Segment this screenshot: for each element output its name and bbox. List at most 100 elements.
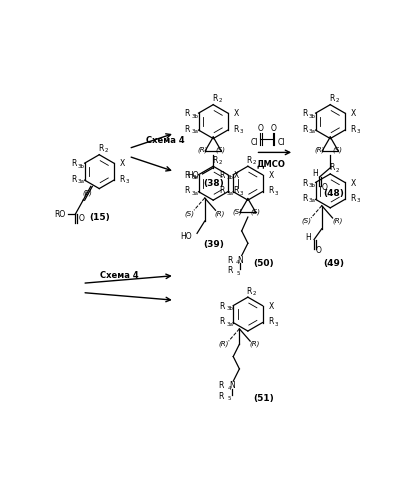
Text: (49): (49): [324, 259, 345, 268]
Text: 3b: 3b: [78, 164, 85, 169]
Text: R: R: [268, 186, 274, 196]
Text: (E): (E): [82, 190, 92, 196]
Text: 3a: 3a: [192, 190, 199, 196]
Text: RO: RO: [55, 210, 65, 218]
Text: 3a: 3a: [227, 322, 234, 326]
Text: 2: 2: [219, 160, 222, 165]
Text: (S): (S): [216, 147, 226, 154]
Text: 3a: 3a: [309, 129, 316, 134]
Text: O: O: [316, 246, 322, 255]
Text: Cl: Cl: [250, 138, 258, 147]
Text: 3: 3: [240, 190, 244, 196]
Text: 3: 3: [126, 179, 130, 184]
Text: R: R: [351, 125, 356, 134]
Text: 2: 2: [253, 291, 257, 296]
Text: Cl: Cl: [278, 138, 286, 147]
Text: 5: 5: [227, 396, 231, 402]
Text: R: R: [247, 156, 252, 164]
Text: (S): (S): [184, 210, 194, 216]
Text: R: R: [120, 175, 125, 184]
Text: R: R: [351, 194, 356, 203]
Text: 2: 2: [219, 98, 222, 103]
Text: 2: 2: [104, 148, 108, 154]
Text: R: R: [227, 266, 232, 276]
Text: (R): (R): [219, 341, 229, 347]
Text: X: X: [120, 160, 125, 168]
Text: H: H: [305, 234, 311, 242]
Text: R: R: [302, 194, 307, 203]
Text: (15): (15): [89, 214, 109, 222]
Text: R: R: [185, 186, 190, 196]
Text: 3b: 3b: [309, 114, 316, 118]
Text: (51): (51): [253, 394, 274, 404]
Text: R: R: [185, 110, 190, 118]
Text: 3b: 3b: [192, 176, 199, 180]
Text: 3a: 3a: [192, 129, 199, 134]
Text: 3: 3: [275, 190, 278, 196]
Text: R: R: [219, 186, 225, 196]
Text: O: O: [257, 124, 263, 133]
Text: 3b: 3b: [227, 306, 234, 311]
Text: (50): (50): [253, 259, 274, 268]
Text: O: O: [271, 124, 277, 133]
Text: ДМСО: ДМСО: [257, 160, 285, 168]
Text: R: R: [219, 382, 224, 390]
Text: R: R: [219, 302, 225, 311]
Text: 3b: 3b: [227, 176, 234, 180]
Text: 3a: 3a: [227, 190, 234, 196]
Text: R: R: [212, 94, 217, 103]
Text: 3: 3: [357, 129, 360, 134]
Text: R: R: [185, 125, 190, 134]
Text: R: R: [302, 178, 307, 188]
Text: (R): (R): [215, 210, 225, 216]
Text: R: R: [185, 171, 190, 180]
Text: R: R: [219, 318, 225, 326]
Text: H: H: [312, 170, 318, 178]
Text: R: R: [71, 160, 76, 168]
Text: 5: 5: [236, 271, 240, 276]
Text: R: R: [227, 256, 232, 264]
Text: R: R: [219, 392, 224, 401]
Text: R: R: [302, 125, 307, 134]
Text: (R): (R): [314, 147, 325, 154]
Text: 3a: 3a: [78, 179, 85, 184]
Text: (R): (R): [332, 218, 342, 224]
Text: 2: 2: [253, 160, 257, 165]
Text: HO: HO: [187, 171, 199, 180]
Text: X: X: [268, 302, 274, 311]
Text: R: R: [98, 144, 103, 153]
Text: R: R: [268, 318, 274, 326]
Text: 3a: 3a: [309, 198, 316, 203]
Text: X: X: [234, 171, 239, 180]
Text: (R): (R): [250, 341, 260, 347]
Text: R: R: [329, 164, 335, 172]
Text: Схема 4: Схема 4: [146, 136, 185, 145]
Text: 3: 3: [275, 322, 278, 326]
Text: O: O: [321, 184, 327, 192]
Text: R: R: [219, 171, 225, 180]
Text: (S): (S): [301, 218, 311, 224]
Text: 3: 3: [240, 129, 244, 134]
Text: R: R: [247, 286, 252, 296]
Text: 3: 3: [357, 198, 360, 203]
Text: R: R: [234, 186, 239, 196]
Text: N: N: [229, 382, 235, 390]
Text: (48): (48): [324, 190, 345, 198]
Text: O: O: [79, 214, 84, 223]
Text: 4: 4: [227, 386, 231, 390]
Text: X: X: [268, 171, 274, 180]
Text: R: R: [71, 175, 76, 184]
Text: R: R: [234, 125, 239, 134]
Text: R: R: [212, 156, 217, 164]
Text: HO: HO: [181, 232, 192, 241]
Text: N: N: [237, 256, 243, 264]
Text: X: X: [234, 110, 239, 118]
Text: (R): (R): [197, 147, 208, 154]
Text: 2: 2: [335, 168, 339, 172]
Text: (38): (38): [203, 178, 223, 188]
Text: R: R: [302, 110, 307, 118]
Text: X: X: [351, 110, 356, 118]
Text: Схема 4: Схема 4: [100, 271, 139, 280]
Text: (S): (S): [250, 208, 261, 215]
Text: X: X: [351, 178, 356, 188]
